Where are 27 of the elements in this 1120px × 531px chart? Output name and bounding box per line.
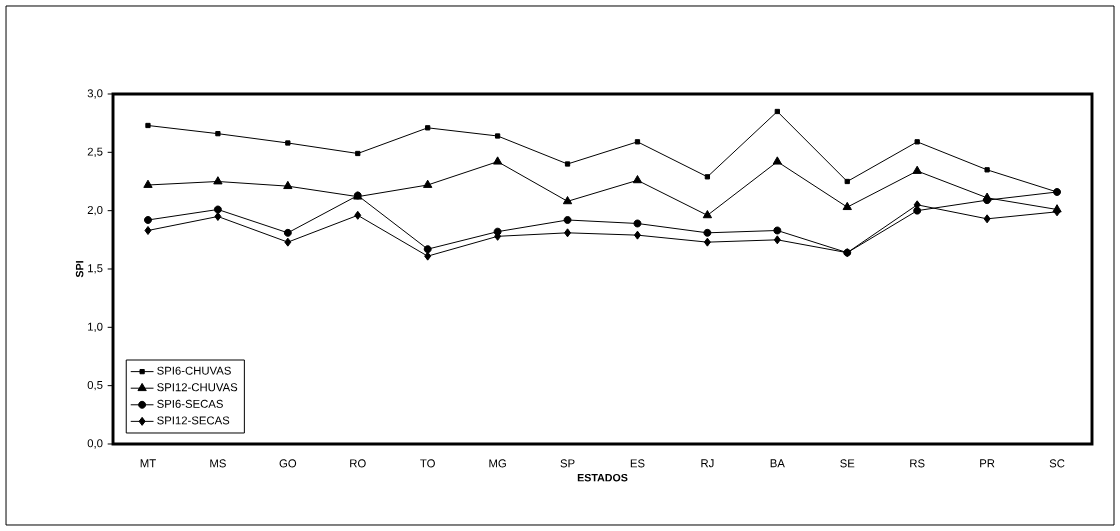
x-tick-label: SC xyxy=(1049,459,1065,468)
x-tick-label: MG xyxy=(489,459,506,468)
y-tick-label: 1,0 xyxy=(88,322,103,332)
y-tick-label: 3,0 xyxy=(87,89,103,99)
y-tick-label: 1,5 xyxy=(88,264,103,274)
y-axis-title: SPI xyxy=(75,261,84,278)
x-tick-label: MS xyxy=(210,459,226,468)
x-tick-label: RO xyxy=(350,459,366,468)
legend-label: SPI6-SECAS xyxy=(157,399,223,408)
y-tick-label: 0,5 xyxy=(87,380,103,391)
y-tick-label: 2,0 xyxy=(87,205,103,216)
x-axis-title: ESTADOS xyxy=(577,473,628,482)
legend-label: SPI12-CHUVAS xyxy=(157,383,238,392)
x-tick-label: RS xyxy=(910,459,925,468)
y-tick-label: 0,0 xyxy=(87,439,103,449)
legend-label: SPI12-SECAS xyxy=(157,416,230,425)
x-tick-label: SE xyxy=(840,459,855,468)
x-tick-label: TO xyxy=(420,459,435,468)
x-tick-label: GO xyxy=(279,459,297,468)
x-tick-label: MT xyxy=(140,459,156,468)
x-tick-label: SP xyxy=(560,459,575,468)
legend-label: SPI6-CHUVAS xyxy=(157,366,231,375)
x-tick-label: BA xyxy=(770,459,785,468)
y-tick-label: 2,5 xyxy=(87,147,103,157)
x-tick-label: PR xyxy=(980,459,995,468)
x-tick-label: RJ xyxy=(701,459,714,468)
x-tick-label: ES xyxy=(630,459,645,468)
